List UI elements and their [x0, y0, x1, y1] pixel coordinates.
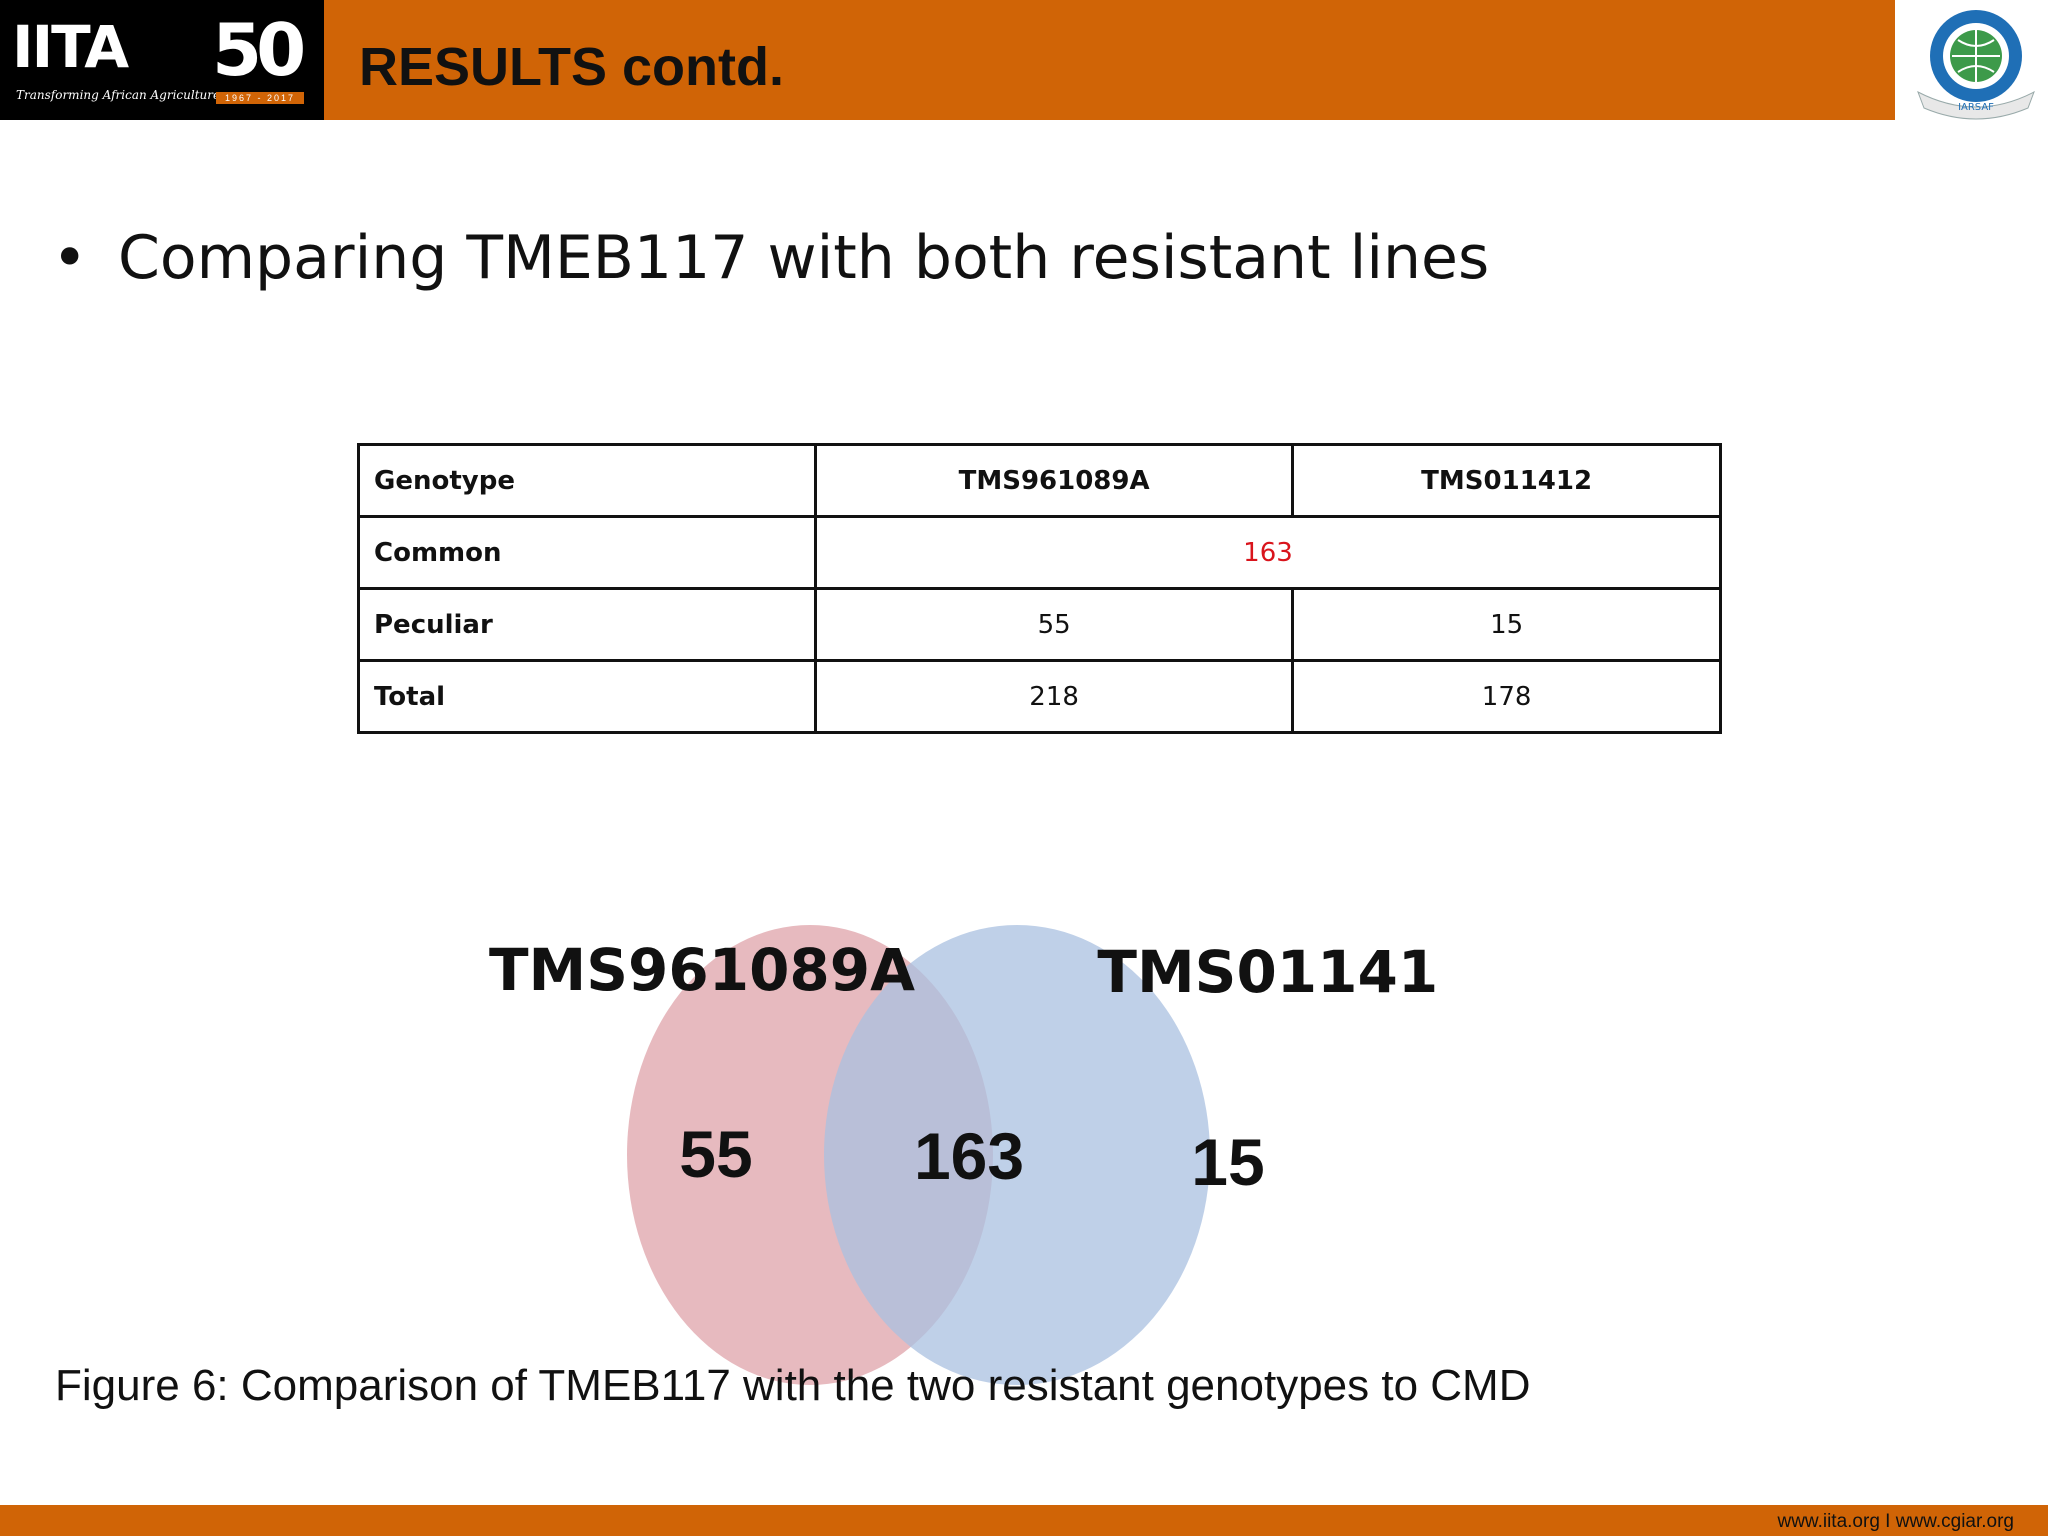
results-table: Genotype TMS961089A TMS011412 Common 163…: [357, 443, 1722, 734]
footer-links: www.iita.org I www.cgiar.org: [1777, 1511, 2014, 1532]
table-row: Total 218 178: [357, 659, 1722, 734]
venn-left-label: TMS961089A: [489, 936, 915, 1004]
table-row: Peculiar 55 15: [357, 587, 1722, 662]
bullet-symbol: •: [52, 223, 88, 293]
venn-diagram: TMS961089A TMS011412 55 163 15: [489, 925, 1440, 1385]
table-row-label: Peculiar: [357, 587, 817, 662]
table-cell: 15: [1291, 587, 1722, 662]
iarsaf-logo: IARSAF: [1917, 10, 2035, 120]
table-header-cell: TMS961089A: [813, 443, 1295, 518]
iita-logo-text: IITA: [12, 13, 129, 81]
anniversary-mark: 50: [212, 8, 306, 92]
venn-right-only-value: 15: [1191, 1125, 1264, 1199]
table-header-cell: Genotype: [357, 443, 817, 518]
anniversary-years: 1967 - 2017: [216, 92, 304, 104]
table-cell: 178: [1291, 659, 1722, 734]
table-cell: 218: [813, 659, 1295, 734]
logo-ribbon: [1917, 90, 2035, 120]
venn-right-circle: [824, 925, 1210, 1385]
venn-intersection-value: 163: [914, 1119, 1024, 1193]
bullet-point: • Comparing TMEB117 with both resistant l…: [52, 220, 1489, 296]
venn-right-label: TMS011412: [1097, 938, 1440, 1006]
table-cell: 55: [813, 587, 1295, 662]
table-row-label: Total: [357, 659, 817, 734]
slide-title: RESULTS contd.: [359, 37, 784, 97]
table-cell-common: 163: [814, 515, 1722, 590]
footer-bar: [0, 1505, 2048, 1536]
table-row-label: Common: [357, 515, 817, 590]
table-header-row: Genotype TMS961089A TMS011412: [357, 443, 1722, 518]
table-header-cell: TMS011412: [1291, 443, 1722, 518]
iita-logo: IITA 50 Transforming African Agriculture…: [0, 0, 324, 120]
bullet-text: Comparing TMEB117 with both resistant li…: [118, 223, 1490, 293]
logo-globe-lines: [1952, 30, 2000, 82]
venn-left-only-value: 55: [679, 1117, 752, 1191]
logo-tagline: Transforming African Agriculture: [16, 88, 221, 102]
figure-caption: Figure 6: Comparison of TMEB117 with the…: [55, 1361, 1531, 1410]
partner-logo-text: IARSAF: [1958, 102, 1994, 113]
table-row: Common 163: [357, 515, 1722, 590]
